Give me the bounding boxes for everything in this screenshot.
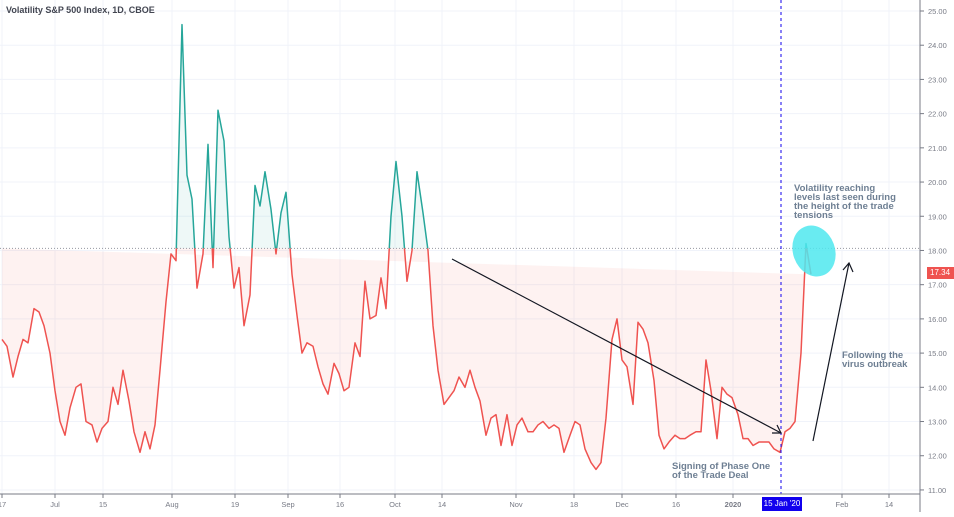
price-tick-label: 19.00: [928, 212, 947, 221]
time-tick-label: Feb: [836, 500, 849, 509]
crosshair-date-label: 15 Jan '20: [762, 497, 802, 511]
time-tick-label: Sep: [281, 500, 294, 509]
time-axis[interactable]: 17 Jul 15 Aug 19 Sep 16 Oct 14 Nov 18 Dec 16 2020 Feb 1…: [0, 494, 893, 509]
grid-lines: [0, 0, 920, 494]
time-tick-label: Oct: [389, 500, 402, 509]
time-tick-label: 17: [0, 500, 6, 509]
time-tick-label: 16: [672, 500, 680, 509]
price-tick-label: 14.00: [928, 383, 947, 392]
time-tick-label: Dec: [615, 500, 629, 509]
price-tick-label: 16.00: [928, 315, 947, 324]
price-tick-label: 13.00: [928, 418, 947, 427]
virus-annotation[interactable]: Following the virus outbreak: [842, 350, 908, 370]
time-tick-label: 2020: [725, 500, 742, 509]
price-tick-label: 20.00: [928, 178, 947, 187]
time-tick-label: 15: [99, 500, 107, 509]
time-tick-label: 18: [570, 500, 578, 509]
price-series-line: [1, 23, 812, 471]
time-tick-label: 16: [336, 500, 344, 509]
time-tick-label: Jul: [50, 500, 60, 509]
price-tick-label: 18.00: [928, 246, 947, 255]
price-tick-label: 15.00: [928, 349, 947, 358]
uptrend-arrow[interactable]: [812, 261, 854, 442]
last-price-label: 17.34: [927, 267, 954, 279]
price-tick-label: 24.00: [928, 41, 947, 50]
time-tick-label: 14: [438, 500, 446, 509]
time-tick-label: 19: [231, 500, 239, 509]
baseline-fills: [2, 24, 811, 470]
price-tick-label: 12.00: [928, 452, 947, 461]
chart-title: Volatility S&P 500 Index, 1D, CBOE: [6, 5, 155, 15]
price-tick-label: 11.00: [928, 486, 946, 495]
price-tick-label: 17.00: [928, 281, 947, 290]
highlight-ellipse[interactable]: [785, 219, 842, 282]
trade-deal-annotation[interactable]: Signing of Phase One of the Trade Deal: [672, 461, 771, 481]
time-tick-label: 14: [885, 500, 893, 509]
downtrend-arrow[interactable]: [451, 258, 782, 434]
price-tick-label: 25.00: [928, 7, 947, 16]
time-tick-label: Aug: [165, 500, 178, 509]
volatility-annotation[interactable]: Volatility reaching levels last seen dur…: [794, 183, 896, 221]
price-tick-label: 21.00: [928, 144, 947, 153]
time-tick-label: Nov: [509, 500, 523, 509]
price-tick-label: 23.00: [928, 75, 947, 84]
price-axis[interactable]: 25.00 24.00 23.00 22.00 21.00 20.00 19.00 18.00…: [920, 7, 947, 495]
price-tick-label: 22.00: [928, 110, 947, 119]
